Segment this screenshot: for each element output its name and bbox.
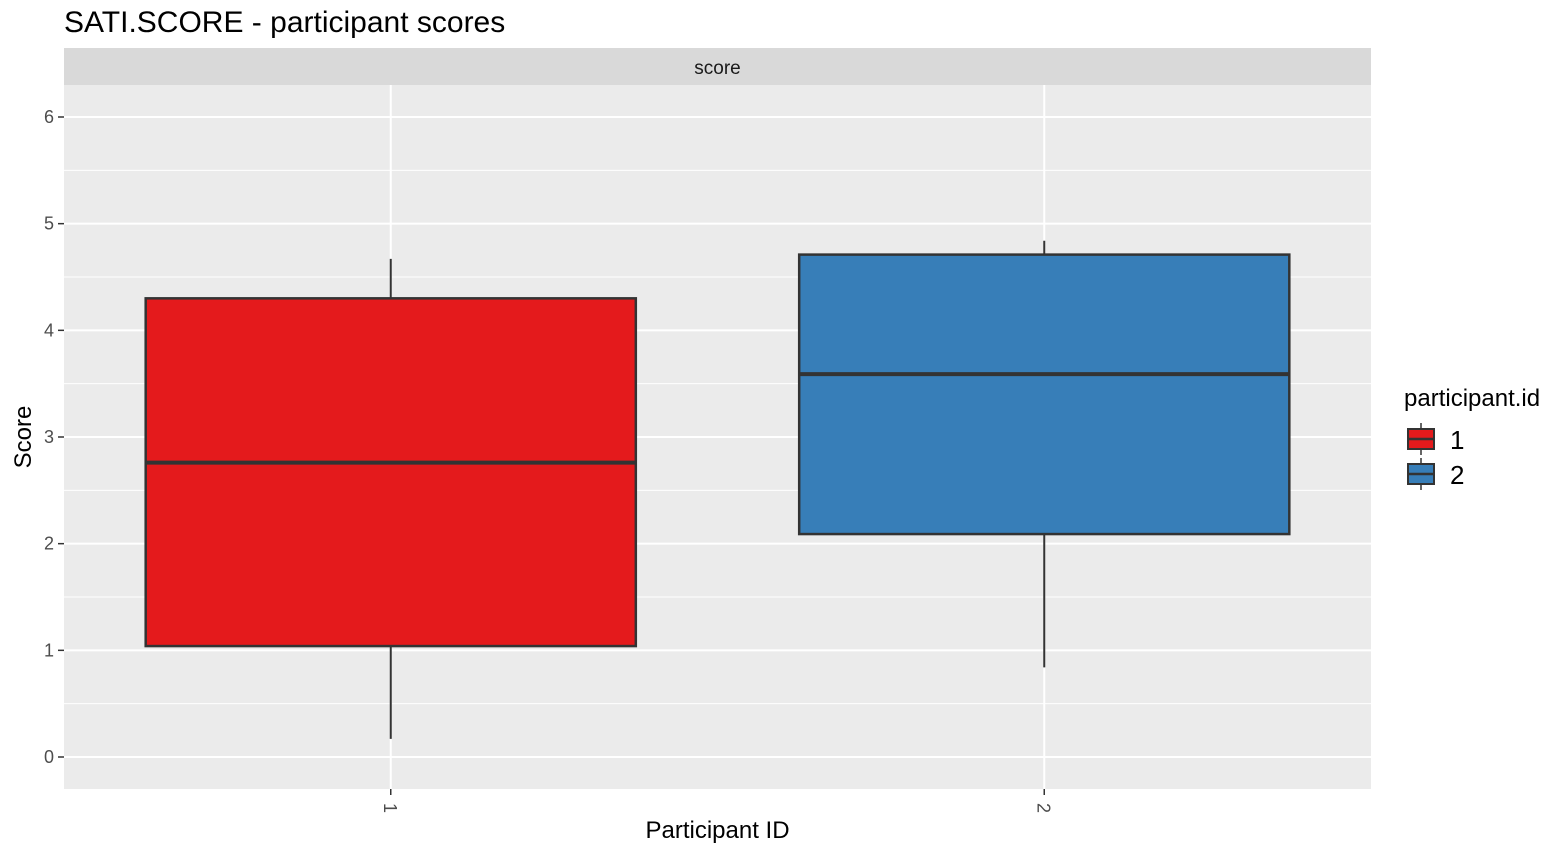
legend-label: 2 — [1450, 460, 1464, 490]
legend-label: 1 — [1450, 425, 1464, 455]
facet-strip — [64, 48, 1371, 85]
y-tick-label: 6 — [44, 107, 54, 127]
x-tick-label: 2 — [1033, 803, 1053, 813]
y-tick-label: 0 — [44, 747, 54, 767]
y-tick-label: 2 — [44, 534, 54, 554]
x-tick-label: 1 — [380, 803, 400, 813]
legend-item-1: 1 — [1407, 423, 1464, 455]
y-tick-label: 1 — [44, 640, 54, 660]
boxplots — [144, 240, 1291, 739]
boxplot-1 — [144, 258, 638, 739]
chart-title: SATI.SCORE - participant scores — [64, 6, 505, 39]
legend-title: participant.id — [1404, 385, 1540, 412]
y-tick-label: 4 — [44, 320, 54, 340]
grid-lines — [64, 85, 1371, 789]
y-axis: 0 1 2 3 4 5 6 — [44, 107, 64, 767]
legend-item-2: 2 — [1407, 458, 1464, 490]
y-axis-title: Score — [10, 406, 37, 469]
x-axis-title: Participant ID — [645, 817, 789, 844]
facet-strip-label: score — [694, 58, 740, 79]
box-iqr — [144, 297, 638, 648]
y-tick-label: 3 — [44, 427, 54, 447]
box-iqr — [797, 253, 1291, 536]
boxplot-2 — [797, 240, 1291, 668]
legend: participant.id 1 2 — [1404, 385, 1540, 490]
y-tick-label: 5 — [44, 214, 54, 234]
